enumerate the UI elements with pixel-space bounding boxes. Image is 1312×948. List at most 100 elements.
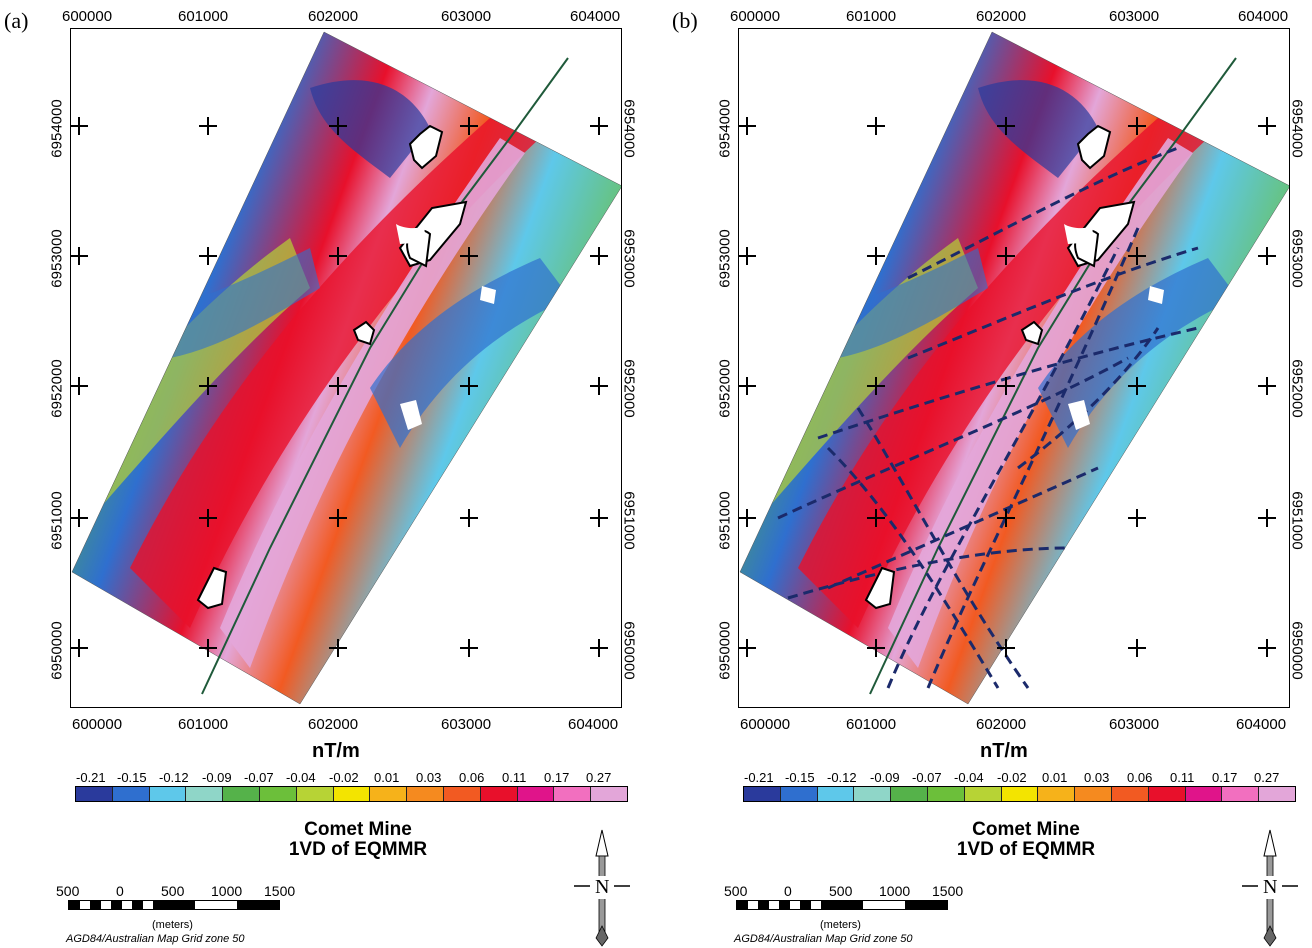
legend-swatch (891, 787, 928, 801)
pit-outline (196, 566, 228, 610)
legend-value: 0.27 (586, 770, 612, 785)
legend-swatch (927, 787, 965, 801)
x-tick-top: 604000 (570, 8, 621, 25)
legend-swatch (1222, 787, 1260, 801)
y-tick-left: 6951000 (48, 491, 66, 550)
legend-value: -0.15 (785, 770, 815, 785)
y-tick-left: 6950000 (716, 621, 734, 680)
x-tick-bottom: 601000 (178, 716, 229, 733)
legend-swatch (1111, 787, 1149, 801)
panel-label: (b) (672, 8, 698, 33)
legend-value: 0.01 (374, 770, 400, 785)
x-tick-bottom: 601000 (846, 716, 897, 733)
magnetic-map (738, 31, 1290, 705)
color-legend-bar (743, 786, 1296, 802)
white-patch (1148, 286, 1164, 304)
map-subtitle-line: 1VD of EQMMR (956, 839, 1096, 860)
x-tick-bottom: 603000 (441, 716, 492, 733)
map-title-line: Comet Mine (304, 819, 412, 840)
white-patch (480, 286, 496, 304)
legend-swatch (370, 787, 408, 801)
legend-swatch (1075, 787, 1112, 801)
legend-value: 0.03 (416, 770, 442, 785)
scale-label: 1000 (211, 883, 243, 899)
x-tick-top: 600000 (62, 8, 113, 25)
scale-segment (195, 901, 237, 909)
y-tick-right: 6953000 (1288, 229, 1306, 288)
y-tick-right: 6950000 (620, 621, 638, 680)
pit-outline (1076, 124, 1112, 170)
y-tick-right: 6950000 (1288, 621, 1306, 680)
legend-value: -0.12 (827, 770, 857, 785)
x-tick-bottom: 604000 (1236, 716, 1287, 733)
north-label: N (1261, 876, 1280, 899)
y-tick-left: 6953000 (716, 229, 734, 288)
scale-segment (758, 901, 769, 909)
legend-value: -0.12 (159, 770, 189, 785)
scale-label: 1500 (264, 883, 296, 899)
scale-segment (863, 901, 905, 909)
legend-swatch (1038, 787, 1076, 801)
legend-value: -0.02 (329, 770, 359, 785)
projection-label: AGD84/Australian Map Grid zone 50 (734, 933, 913, 945)
scale-label: 1000 (879, 883, 911, 899)
legend-swatch (1001, 787, 1039, 801)
x-tick-bottom: 602000 (308, 716, 359, 733)
legend-value: 0.03 (1084, 770, 1110, 785)
scale-segment (789, 901, 800, 909)
legend-swatch (296, 787, 334, 801)
white-patch (1064, 224, 1094, 244)
unit-label: nT/m (312, 740, 360, 762)
map-frame (738, 28, 1290, 708)
legend-value: -0.21 (76, 770, 106, 785)
legend-value: 0.06 (1127, 770, 1153, 785)
legend-value: 0.17 (544, 770, 570, 785)
x-tick-top: 600000 (730, 8, 781, 25)
legend-swatch (149, 787, 187, 801)
grid-crosses (738, 117, 1276, 657)
pit-outline (352, 320, 376, 346)
x-tick-top: 603000 (441, 8, 492, 25)
legend-value: -0.02 (997, 770, 1027, 785)
scale-segment (768, 901, 779, 909)
scale-unit: (meters) (152, 919, 193, 931)
pit-outline (1020, 320, 1044, 346)
scale-segment (100, 901, 111, 909)
scale-label: 500 (829, 883, 853, 899)
pit-outline (408, 124, 444, 170)
grid-crosses (70, 117, 608, 657)
scale-segment (779, 901, 790, 909)
legend-swatch (744, 787, 781, 801)
legend-value: -0.09 (202, 770, 232, 785)
legend-value: 0.17 (1212, 770, 1238, 785)
scale-bar (736, 900, 948, 910)
x-tick-top: 601000 (178, 8, 229, 25)
scale-segment (142, 901, 153, 909)
map-frame (70, 28, 622, 708)
y-tick-right: 6953000 (620, 229, 638, 288)
scale-segment (90, 901, 101, 909)
x-tick-top: 604000 (1238, 8, 1289, 25)
lineaments (777, 146, 1199, 689)
legend-value: 0.27 (1254, 770, 1280, 785)
scale-segment (737, 901, 748, 909)
x-tick-bottom: 603000 (1109, 716, 1160, 733)
y-tick-left: 6950000 (48, 621, 66, 680)
projection-label: AGD84/Australian Map Grid zone 50 (66, 933, 245, 945)
map-panel-b: (b) 600000 601000 602000 603000 604000 6… (668, 0, 1312, 948)
color-legend-bar (75, 786, 628, 802)
legend-swatch (780, 787, 818, 801)
legend-value: 0.11 (502, 770, 527, 785)
legend-value: 0.06 (459, 770, 485, 785)
magnetic-map (70, 31, 622, 705)
legend-swatch (259, 787, 297, 801)
legend-value: -0.04 (954, 770, 984, 785)
legend-swatch (554, 787, 592, 801)
pit-outline (864, 566, 896, 610)
scale-label: 0 (784, 883, 792, 899)
map-panel-a: (a) 600000 601000 602000 603000 604000 6… (4, 8, 638, 947)
north-label: N (593, 876, 612, 899)
white-patch (1068, 400, 1090, 430)
legend-swatch (333, 787, 371, 801)
x-tick-bottom: 600000 (740, 716, 791, 733)
